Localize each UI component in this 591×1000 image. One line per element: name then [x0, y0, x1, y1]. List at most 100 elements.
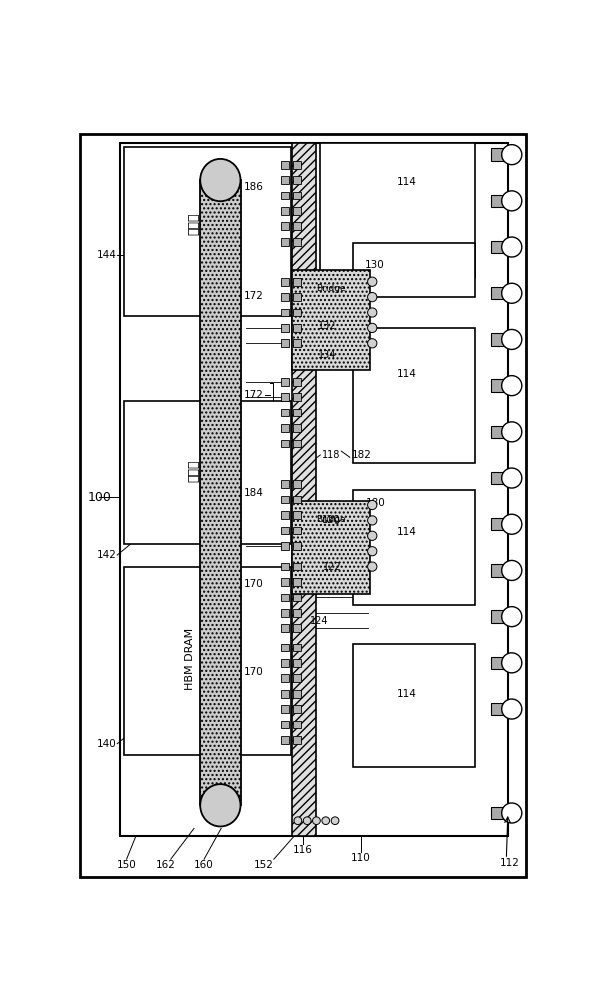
- Circle shape: [502, 468, 522, 488]
- Bar: [281, 440, 288, 447]
- Bar: [281, 542, 288, 550]
- Circle shape: [368, 308, 377, 317]
- Circle shape: [368, 323, 377, 333]
- Bar: [293, 270, 370, 370]
- Circle shape: [502, 145, 522, 165]
- Text: Bridge: Bridge: [316, 284, 346, 293]
- Circle shape: [502, 237, 522, 257]
- Bar: [491, 287, 506, 299]
- Bar: [293, 424, 301, 432]
- Text: 114: 114: [397, 177, 417, 187]
- Bar: [293, 339, 301, 347]
- Text: 150: 150: [116, 860, 137, 870]
- Bar: [293, 480, 301, 488]
- Bar: [281, 161, 288, 169]
- Bar: [491, 564, 506, 577]
- Text: 112: 112: [500, 858, 520, 868]
- Bar: [281, 644, 288, 651]
- Bar: [281, 278, 288, 286]
- Bar: [491, 518, 506, 530]
- Text: 110: 110: [350, 853, 371, 863]
- Text: 100: 100: [88, 491, 112, 504]
- Bar: [293, 721, 301, 728]
- Bar: [281, 563, 288, 570]
- Bar: [293, 690, 301, 698]
- Circle shape: [502, 514, 522, 534]
- Bar: [200, 180, 241, 805]
- Text: 152: 152: [254, 860, 274, 870]
- Bar: [353, 644, 475, 767]
- Bar: [353, 328, 475, 463]
- Bar: [293, 578, 301, 586]
- Bar: [293, 501, 370, 594]
- Bar: [491, 148, 506, 161]
- Bar: [281, 609, 288, 617]
- Bar: [293, 324, 301, 332]
- Text: 120: 120: [322, 515, 340, 525]
- Bar: [293, 293, 301, 301]
- Circle shape: [368, 339, 377, 348]
- Bar: [491, 426, 506, 438]
- Bar: [293, 161, 301, 169]
- Bar: [293, 594, 301, 601]
- Bar: [281, 207, 288, 215]
- Circle shape: [368, 277, 377, 286]
- Bar: [293, 207, 301, 215]
- Text: 132: 132: [318, 321, 336, 331]
- Circle shape: [368, 531, 377, 540]
- Bar: [491, 379, 506, 392]
- Bar: [281, 176, 288, 184]
- Text: 180: 180: [366, 498, 386, 508]
- Text: 114: 114: [397, 369, 417, 379]
- Bar: [293, 659, 301, 667]
- Bar: [281, 324, 288, 332]
- Bar: [281, 424, 288, 432]
- Text: HBM DRAM: HBM DRAM: [185, 628, 195, 690]
- Ellipse shape: [200, 159, 241, 201]
- Circle shape: [368, 292, 377, 302]
- Bar: [293, 278, 301, 286]
- Bar: [281, 736, 288, 744]
- Text: 170: 170: [244, 667, 264, 677]
- Circle shape: [368, 500, 377, 510]
- Bar: [293, 222, 301, 230]
- Bar: [491, 657, 506, 669]
- Bar: [293, 563, 301, 570]
- Text: 172: 172: [244, 291, 264, 301]
- Circle shape: [313, 817, 320, 825]
- Bar: [281, 496, 288, 503]
- Bar: [281, 594, 288, 601]
- Bar: [353, 490, 475, 605]
- Bar: [353, 243, 475, 297]
- Bar: [293, 440, 301, 447]
- Bar: [281, 238, 288, 246]
- Bar: [281, 527, 288, 534]
- Circle shape: [368, 562, 377, 571]
- Text: 140: 140: [97, 739, 116, 749]
- Bar: [293, 527, 301, 534]
- Text: 124: 124: [310, 615, 329, 626]
- Circle shape: [502, 560, 522, 580]
- Bar: [491, 610, 506, 623]
- Bar: [293, 192, 301, 199]
- Bar: [281, 309, 288, 316]
- Circle shape: [502, 376, 522, 396]
- Bar: [491, 472, 506, 484]
- Bar: [293, 609, 301, 617]
- Bar: [281, 222, 288, 230]
- Circle shape: [331, 817, 339, 825]
- Circle shape: [502, 653, 522, 673]
- Circle shape: [303, 817, 311, 825]
- Text: 162: 162: [155, 860, 176, 870]
- Circle shape: [502, 699, 522, 719]
- Text: 160: 160: [194, 860, 214, 870]
- Text: 170: 170: [244, 579, 264, 589]
- Text: 172: 172: [244, 390, 264, 400]
- Bar: [281, 705, 288, 713]
- Bar: [293, 736, 301, 744]
- Bar: [124, 401, 291, 544]
- Circle shape: [502, 283, 522, 303]
- Text: Bridge: Bridge: [316, 515, 346, 524]
- Bar: [281, 293, 288, 301]
- Bar: [293, 674, 301, 682]
